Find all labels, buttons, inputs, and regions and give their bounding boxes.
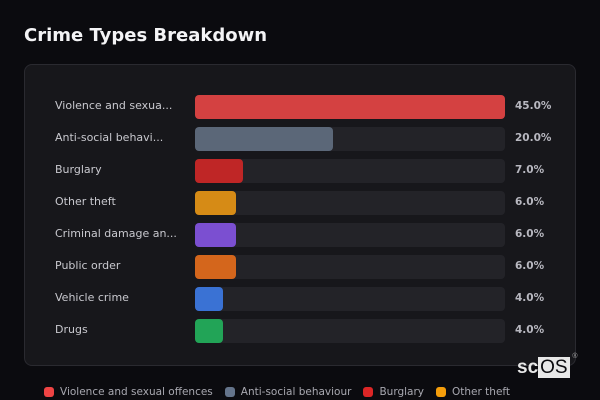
bar[interactable] xyxy=(195,159,244,183)
legend-item[interactable]: Violence and sexual offences xyxy=(44,386,213,398)
brand-prefix: sc xyxy=(517,357,539,378)
bar-value: 6.0% xyxy=(515,196,545,208)
legend-label: Burglary xyxy=(379,386,425,398)
bar-track xyxy=(195,287,505,311)
bar-row: Burglary 7.0% xyxy=(25,159,577,183)
legend-label: Other theft xyxy=(452,386,511,398)
bar-label: Other theft xyxy=(55,195,116,208)
registered-mark: ® xyxy=(572,353,578,360)
bar-value: 6.0% xyxy=(515,228,545,240)
bar-value: 7.0% xyxy=(515,164,545,176)
bar-row: Public order 6.0% xyxy=(25,255,577,279)
legend-swatch-icon xyxy=(224,387,235,397)
bar-row: Anti-social behavi... 20.0% xyxy=(25,127,577,151)
bar-label: Public order xyxy=(55,259,121,272)
bar-row: Violence and sexua... 45.0% xyxy=(25,95,577,119)
legend-item[interactable]: Anti-social behaviour xyxy=(224,386,352,398)
legend-label: Anti-social behaviour xyxy=(240,386,352,398)
bar[interactable] xyxy=(195,191,237,215)
legend-item[interactable]: Burglary xyxy=(363,386,424,398)
bar-row: Criminal damage an... 6.0% xyxy=(25,223,577,247)
bar-label: Burglary xyxy=(55,163,102,176)
bar-value: 4.0% xyxy=(515,324,545,336)
chart-legend: Violence and sexual offences Anti-social … xyxy=(44,386,510,398)
bar-row: Vehicle crime 4.0% xyxy=(25,287,577,311)
bar-value: 4.0% xyxy=(515,292,545,304)
bar[interactable] xyxy=(195,319,223,343)
bar-track xyxy=(195,95,505,119)
legend-swatch-icon xyxy=(363,387,374,397)
bar-track xyxy=(195,127,505,151)
bar-track xyxy=(195,159,505,183)
bar-track xyxy=(195,191,505,215)
bar-row: Drugs 4.0% xyxy=(25,319,577,343)
bar-label: Anti-social behavi... xyxy=(55,131,164,144)
legend-label: Violence and sexual offences xyxy=(60,386,213,398)
bar-track xyxy=(195,319,505,343)
bar-label: Criminal damage an... xyxy=(55,227,177,240)
bar[interactable] xyxy=(195,223,237,247)
bar-value: 20.0% xyxy=(515,132,552,144)
bar-track xyxy=(195,255,505,279)
brand-highlight: OS xyxy=(538,357,570,378)
bar-value: 6.0% xyxy=(515,260,545,272)
bar-row: Other theft 6.0% xyxy=(25,191,577,215)
page-title: Crime Types Breakdown xyxy=(24,25,268,46)
bar-label: Vehicle crime xyxy=(55,291,129,304)
legend-item[interactable]: Other theft xyxy=(436,386,510,398)
bar[interactable] xyxy=(195,255,237,279)
chart-card: Violence and sexua... 45.0% Anti-social be… xyxy=(24,64,576,366)
legend-swatch-icon xyxy=(44,387,54,397)
bar[interactable] xyxy=(195,95,505,119)
bar[interactable] xyxy=(195,287,223,311)
bar-value: 45.0% xyxy=(515,100,552,112)
brand-logo: sc OS ® xyxy=(517,353,578,379)
bar-label: Drugs xyxy=(55,323,88,336)
legend-swatch-icon xyxy=(436,387,447,397)
bar-track xyxy=(195,223,505,247)
bar-label: Violence and sexua... xyxy=(55,99,173,112)
bar[interactable] xyxy=(195,127,333,151)
